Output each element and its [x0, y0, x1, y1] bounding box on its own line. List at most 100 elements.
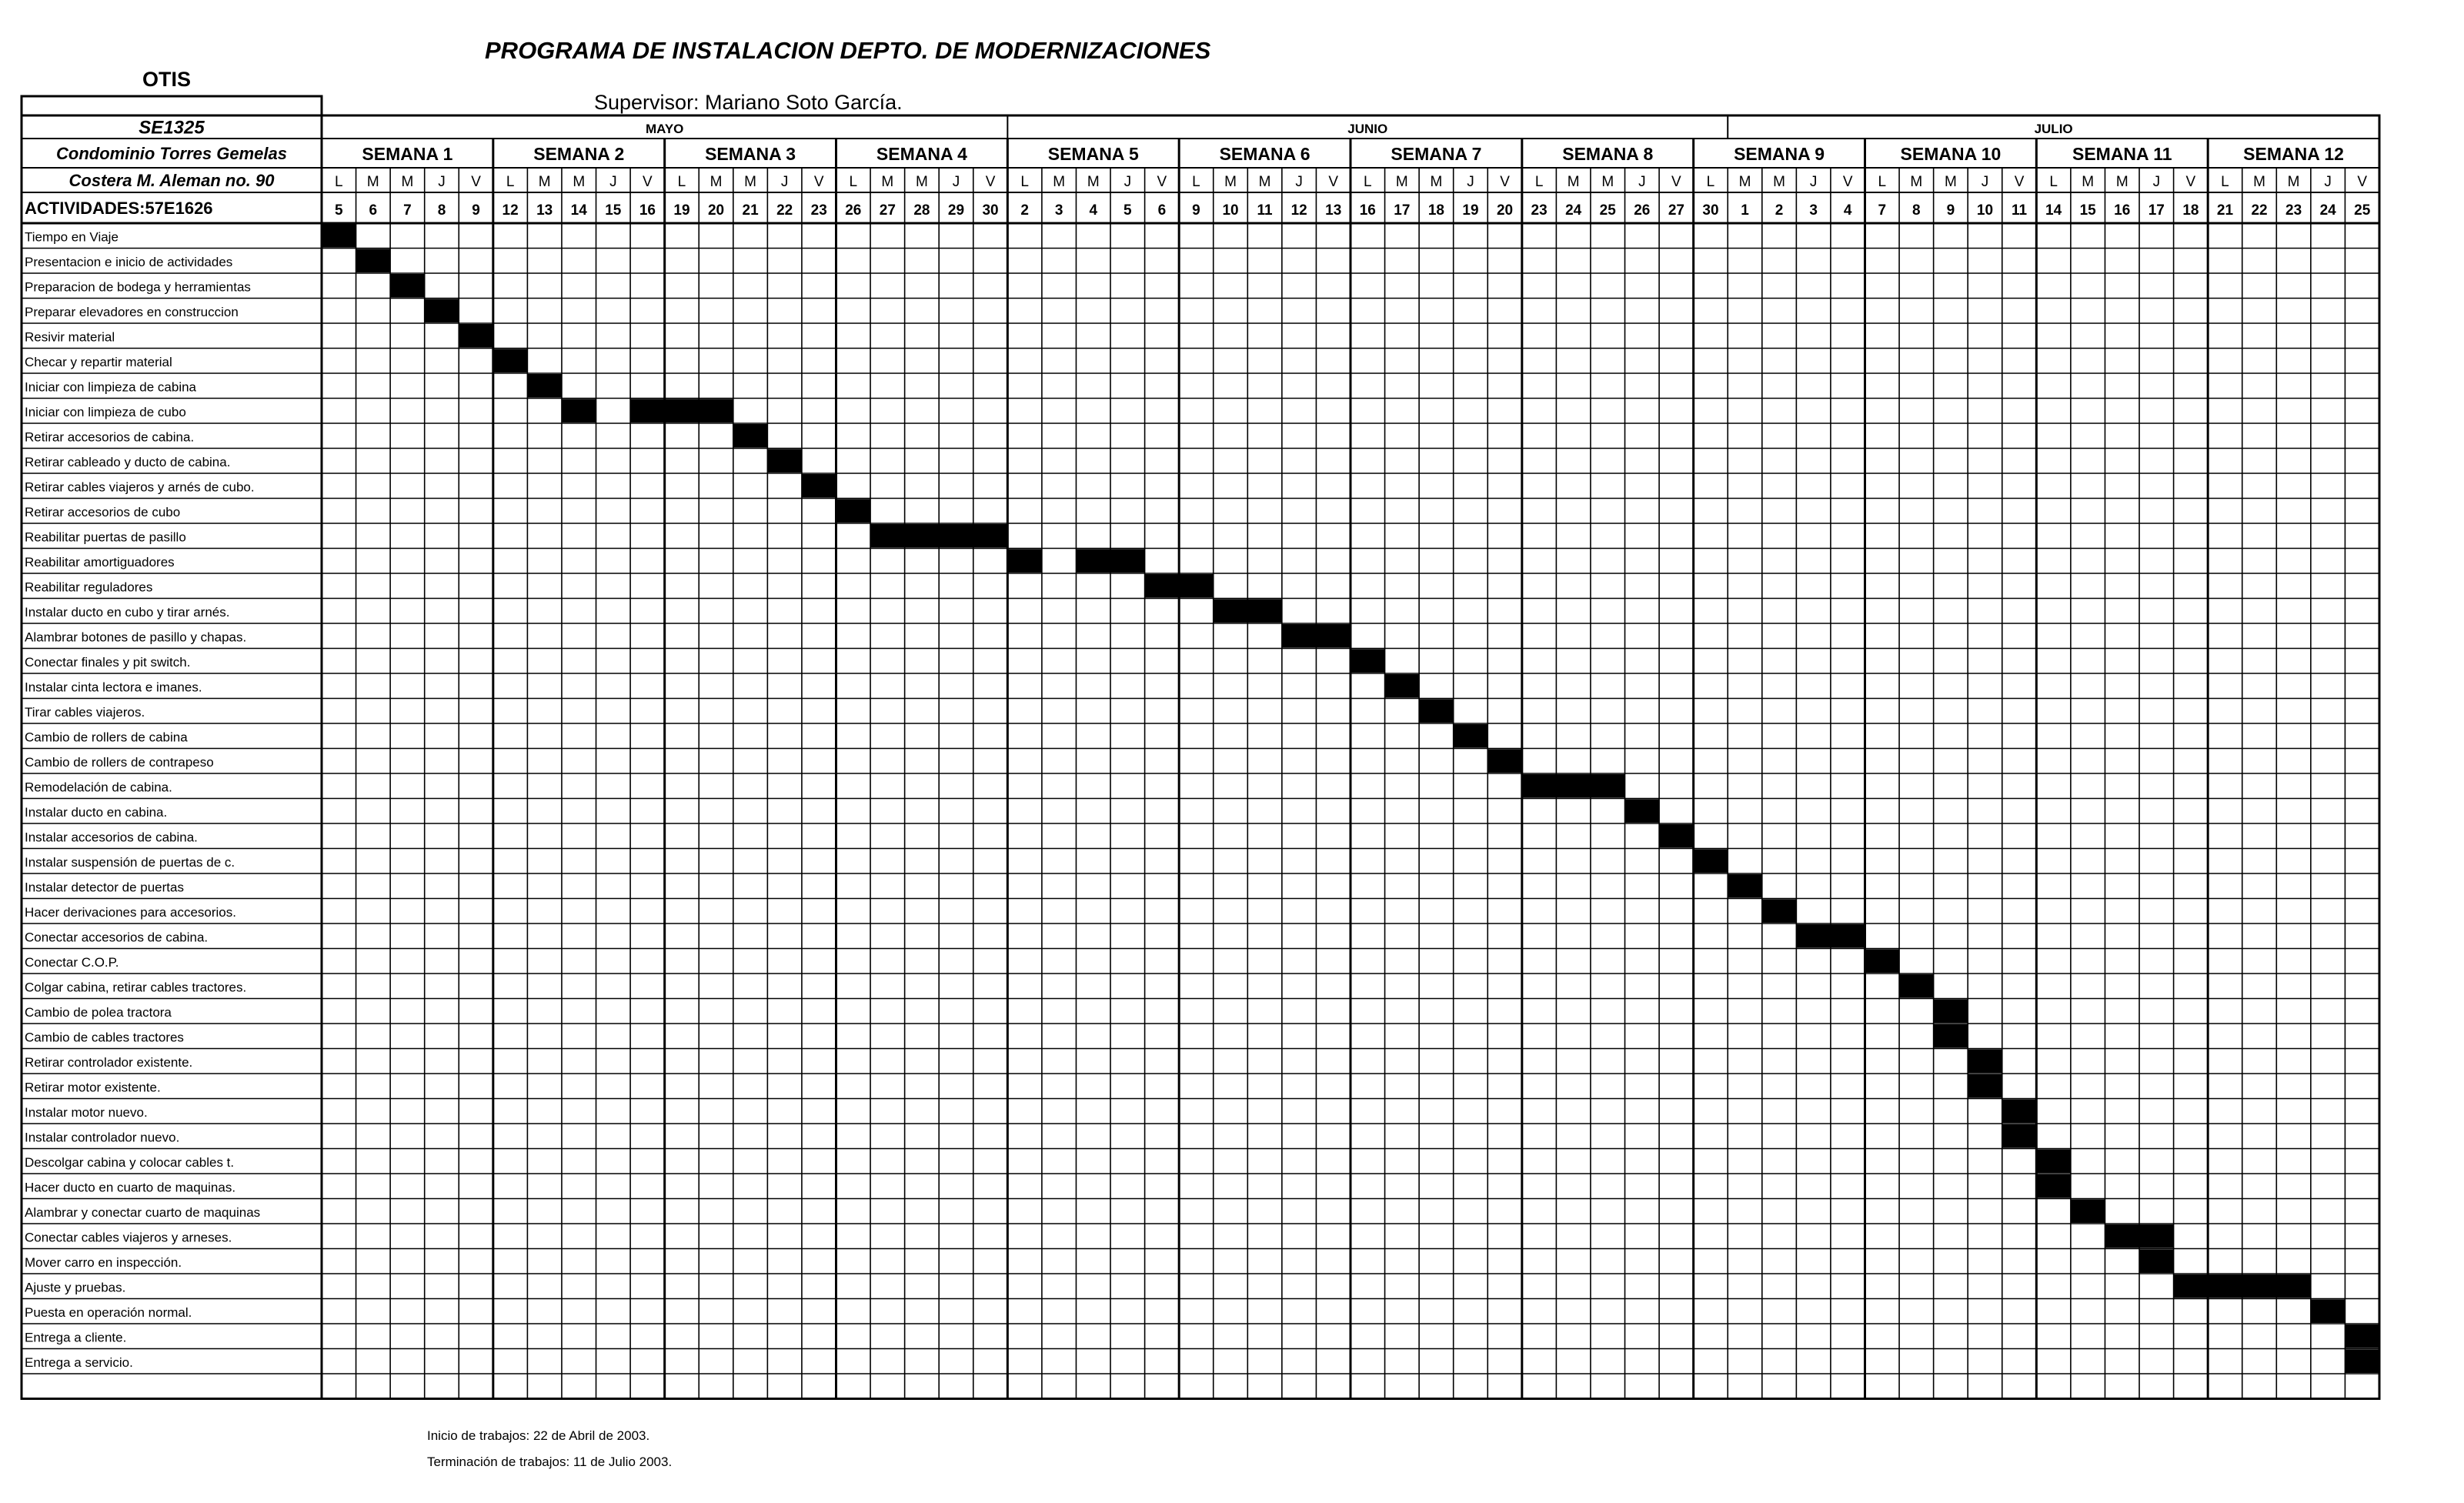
day-number: 7: [1878, 202, 1886, 219]
activity-label: Entrega a cliente.: [25, 1331, 126, 1345]
day-number: 23: [2285, 202, 2302, 219]
activity-label: Tiempo en Viaje: [25, 230, 119, 245]
activity-bar: [356, 249, 391, 272]
activity-label: Cambio de cables tractores: [25, 1030, 184, 1045]
weekday-letter: M: [744, 174, 756, 190]
activity-bar: [2310, 1299, 2345, 1323]
weekday-letter: J: [438, 174, 446, 190]
day-number: 13: [536, 202, 553, 219]
day-number: 3: [1809, 202, 1818, 219]
activity-bar: [1213, 599, 1282, 623]
weekday-letter: L: [506, 174, 515, 190]
month-label: MAYO: [646, 122, 683, 136]
activity-label: Cambio de rollers de contrapeso: [25, 755, 214, 770]
activity-bar: [2036, 1174, 2071, 1198]
day-number: 28: [913, 202, 930, 219]
day-number: 14: [2045, 202, 2062, 219]
activity-label: Instalar controlador nuevo.: [25, 1131, 179, 1145]
activity-bar: [1281, 624, 1351, 648]
activity-bar: [1933, 999, 1968, 1023]
day-number: 3: [1055, 202, 1063, 219]
day-number: 26: [845, 202, 861, 219]
activity-label: Conectar accesorios de cabina.: [25, 930, 208, 945]
day-number: 9: [1947, 202, 1955, 219]
weekday-letter: V: [1157, 174, 1167, 190]
activity-label: Preparacion de bodega y herramientas: [25, 280, 251, 295]
activity-label: Retirar controlador existente.: [25, 1055, 192, 1070]
activity-label: Iniciar con limpieza de cubo: [25, 405, 186, 419]
weekday-letter: V: [986, 174, 996, 190]
day-number: 18: [2182, 202, 2199, 219]
day-number: 10: [1977, 202, 1993, 219]
day-number: 30: [982, 202, 998, 219]
weekday-letter: M: [710, 174, 723, 190]
weekday-letter: M: [539, 174, 551, 190]
activity-bar: [424, 299, 459, 322]
day-number: 23: [1531, 202, 1548, 219]
activity-label: Reabilitar reguladores: [25, 580, 152, 595]
activity-bar: [767, 449, 802, 473]
activity-bar: [2070, 1199, 2105, 1223]
activity-label: Cambio de polea tractora: [25, 1005, 172, 1020]
activity-label: Instalar motor nuevo.: [25, 1105, 148, 1120]
day-number: 21: [2217, 202, 2234, 219]
weekday-letter: M: [1601, 174, 1614, 190]
activity-bar: [733, 424, 768, 448]
day-number: 17: [2148, 202, 2165, 219]
activity-label: Mover carro en inspección.: [25, 1255, 182, 1270]
day-number: 7: [403, 202, 412, 219]
day-number: 5: [1123, 202, 1132, 219]
activity-bar: [2139, 1249, 2174, 1273]
day-number: 20: [1497, 202, 1513, 219]
activity-bar: [390, 274, 425, 298]
day-number: 5: [335, 202, 343, 219]
activity-bar: [2036, 1149, 2071, 1173]
activity-bar: [2345, 1349, 2379, 1373]
weekday-letter: M: [1431, 174, 1443, 190]
activity-bar: [836, 499, 871, 523]
weekday-letter: L: [2049, 174, 2058, 190]
day-number: 1: [1741, 202, 1749, 219]
day-number: 18: [1428, 202, 1444, 219]
day-number: 17: [1394, 202, 1410, 219]
weekday-letter: J: [1810, 174, 1818, 190]
day-number: 16: [2114, 202, 2130, 219]
activity-label: Colgar cabina, retirar cables tractores.: [25, 980, 246, 995]
activity-bar: [1761, 899, 1797, 923]
activity-label: Checar y repartir material: [25, 355, 172, 369]
day-number: 10: [1222, 202, 1238, 219]
day-number: 6: [369, 202, 378, 219]
day-number: 6: [1158, 202, 1167, 219]
activity-bar: [2345, 1324, 2379, 1348]
weekday-letter: M: [1910, 174, 1922, 190]
weekday-letter: L: [1364, 174, 1372, 190]
weekday-letter: M: [2253, 174, 2265, 190]
day-number: 15: [2080, 202, 2097, 219]
activity-label: Resivir material: [25, 330, 115, 345]
activity-bar: [630, 399, 733, 423]
day-number: 16: [639, 202, 656, 219]
day-number: 27: [880, 202, 896, 219]
building-name: Condominio Torres Gemelas: [56, 144, 287, 163]
week-label: SEMANA 7: [1391, 144, 1481, 164]
activity-label: Conectar finales y pit switch.: [25, 655, 190, 670]
day-number: 20: [708, 202, 724, 219]
weekday-letter: M: [1224, 174, 1237, 190]
day-number: 27: [1668, 202, 1684, 219]
day-number: 21: [743, 202, 760, 219]
week-label: SEMANA 9: [1734, 144, 1825, 164]
activity-label: Preparar elevadores en construccion: [25, 305, 239, 319]
activity-label: Cambio de rollers de cabina: [25, 730, 188, 745]
week-label: SEMANA 2: [533, 144, 624, 164]
weekday-letter: M: [2116, 174, 2128, 190]
activity-bar: [2002, 1124, 2037, 1148]
activity-label: Reabilitar puertas de pasillo: [25, 530, 186, 545]
activity-label: Descolgar cabina y colocar cables t.: [25, 1155, 234, 1170]
activity-bar: [1453, 724, 1488, 748]
day-number: 4: [1844, 202, 1852, 219]
weekday-letter: M: [2288, 174, 2300, 190]
activity-bar: [1968, 1049, 2002, 1073]
weekday-letter: L: [1707, 174, 1715, 190]
weekday-letter: L: [1192, 174, 1200, 190]
